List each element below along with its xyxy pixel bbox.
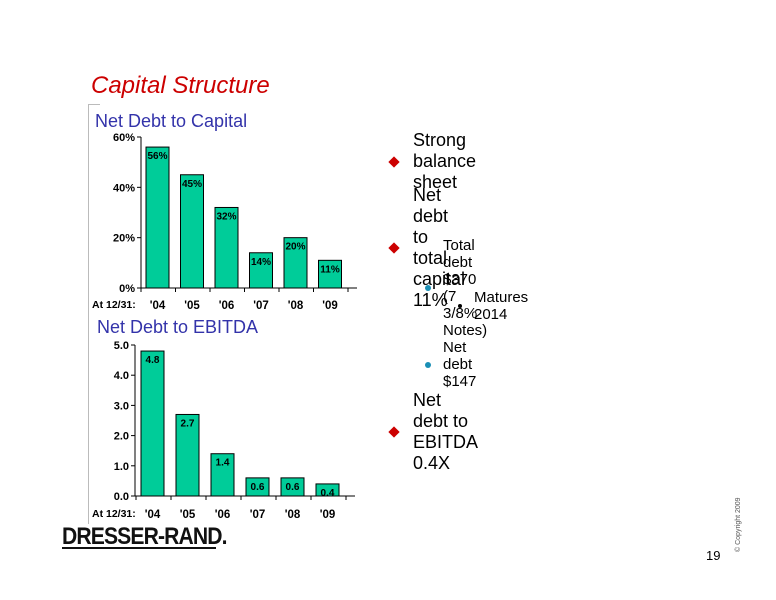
bar: [214, 206, 239, 289]
x-category-label: '08: [285, 509, 301, 521]
category-prefix-label: At 12/31:: [92, 299, 136, 311]
x-category-label: '06: [215, 509, 231, 521]
dot-bullet-icon: [425, 361, 431, 368]
bullet-item: Strong balance sheet: [388, 130, 477, 193]
dresser-rand-logo: DRESSER-RAND.: [62, 523, 227, 550]
copyright-text: © Copyright 2009: [735, 497, 742, 552]
x-category-label: '09: [320, 509, 336, 521]
chart2-title: Net Debt to EBITDA: [97, 317, 259, 337]
bar-data-label: 14%: [251, 257, 271, 268]
bar-data-label: 2.7: [181, 418, 195, 429]
diamond-bullet-icon: [388, 155, 400, 168]
bar: [249, 252, 273, 289]
bullet-text: Strong balance sheet: [413, 130, 477, 192]
bullet-text: Net debt $147: [443, 339, 477, 390]
x-category-label: '09: [322, 300, 338, 312]
bullet-item: Total debt $370 (7 3/8% Notes): [425, 237, 487, 339]
x-category-label: '07: [253, 300, 269, 312]
bar-data-label: 56%: [147, 151, 167, 162]
category-prefix-label: At 12/31:: [92, 508, 136, 520]
chart-net-debt-to-ebitda: 0.0 1.0 2.0 3.0 4.0 5.0 4.8 '04 2.7 '05 1.4 '06 0.6 '…: [92, 340, 355, 521]
logo-underline: [62, 547, 216, 549]
bar-data-label: 0.4: [321, 488, 335, 499]
bar: [318, 259, 342, 289]
y-tick-label: 0.0: [114, 491, 129, 503]
x-category-label: '07: [250, 509, 266, 521]
bar: [245, 477, 270, 497]
y-tick-label: 1.0: [114, 461, 129, 473]
bullet-text: Net debt to EBITDA 0.4X: [413, 390, 478, 473]
bullet-item: Net debt to total capital 11%: [388, 185, 466, 311]
x-category-label: '06: [219, 300, 235, 312]
bar-data-label: 0.6: [286, 482, 300, 493]
panel-border: [88, 104, 89, 524]
bar-data-label: 45%: [182, 179, 202, 190]
bar: [140, 350, 165, 497]
panel-border-top: [88, 104, 100, 105]
bar: [283, 237, 308, 289]
bar-data-label: 0.6: [251, 482, 265, 493]
x-category-label: '04: [145, 509, 161, 521]
bar-data-label: 4.8: [146, 355, 160, 366]
bullet-text: Total debt $370 (7 3/8% Notes): [443, 237, 488, 339]
chart-net-debt-to-capital: 0% 20% 40% 60% 56% '04 45% '05 32% '06 14% '07 20% '0…: [92, 132, 357, 312]
bar: [315, 483, 340, 497]
bar-data-label: 11%: [320, 264, 340, 275]
bar-data-label: 32%: [216, 211, 236, 222]
bullet-text: Matures 2014: [474, 289, 529, 323]
y-tick-label: 2.0: [114, 431, 129, 443]
y-tick-label: 20%: [113, 233, 135, 245]
y-tick-label: 4.0: [114, 370, 129, 382]
small-dot-bullet-icon: [458, 304, 462, 308]
x-category-label: '08: [288, 300, 304, 312]
diamond-bullet-icon: [388, 242, 400, 254]
y-tick-label: 5.0: [114, 340, 129, 352]
dot-bullet-icon: [425, 285, 431, 291]
y-tick-label: 3.0: [114, 400, 129, 412]
x-category-label: '05: [184, 300, 200, 312]
diamond-bullet-icon: [388, 426, 400, 438]
y-tick-label: 40%: [113, 182, 135, 194]
y-tick-label: 60%: [113, 132, 135, 144]
y-tick-label: 0%: [119, 283, 135, 295]
bar: [180, 174, 204, 289]
bar: [145, 146, 170, 289]
bar: [280, 477, 305, 497]
x-category-label: '05: [180, 509, 196, 521]
page-number: 19: [706, 548, 721, 563]
slide-title: Capital Structure: [91, 72, 270, 99]
bar-data-label: 20%: [285, 242, 305, 253]
bullet-item: Net debt $147: [425, 339, 476, 390]
bar-data-label: 1.4: [216, 458, 230, 469]
bullet-item: Matures 2014: [458, 289, 528, 323]
bar: [175, 413, 200, 497]
bullet-text: Net debt to total capital 11%: [413, 185, 466, 310]
bullet-item: Net debt to EBITDA 0.4X: [388, 390, 478, 474]
chart1-title: Net Debt to Capital: [95, 111, 248, 131]
bar: [210, 453, 235, 497]
x-category-label: '04: [150, 300, 166, 312]
